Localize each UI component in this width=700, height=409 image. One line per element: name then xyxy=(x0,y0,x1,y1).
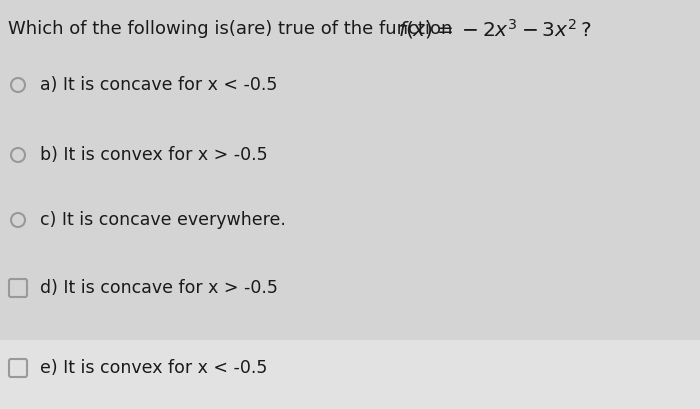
Text: c) It is concave everywhere.: c) It is concave everywhere. xyxy=(40,211,286,229)
Text: d) It is concave for x > -0.5: d) It is concave for x > -0.5 xyxy=(40,279,278,297)
Text: a) It is concave for x < -0.5: a) It is concave for x < -0.5 xyxy=(40,76,277,94)
Text: Which of the following is(are) true of the function: Which of the following is(are) true of t… xyxy=(8,20,458,38)
Text: b) It is convex for x > -0.5: b) It is convex for x > -0.5 xyxy=(40,146,267,164)
FancyBboxPatch shape xyxy=(0,340,700,409)
Text: $f(x) = -2x^3 - 3x^2\,?$: $f(x) = -2x^3 - 3x^2\,?$ xyxy=(398,17,592,41)
Text: e) It is convex for x < -0.5: e) It is convex for x < -0.5 xyxy=(40,359,267,377)
